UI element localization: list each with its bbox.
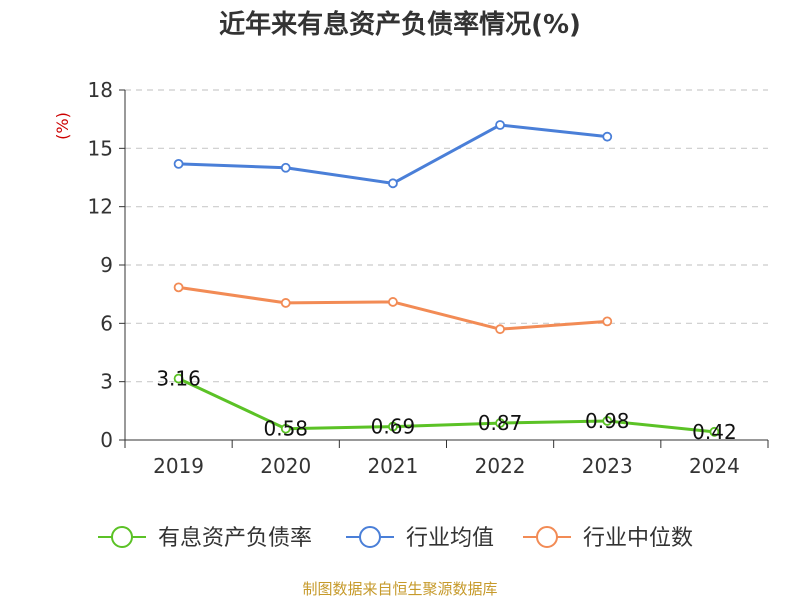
y-tick-label: 12 bbox=[88, 195, 113, 219]
data-point bbox=[173, 158, 184, 169]
legend-item-0: 有息资产负债率 bbox=[98, 526, 312, 551]
grid bbox=[125, 89, 768, 383]
legend-swatch-marker bbox=[359, 526, 381, 548]
chart-title: 近年来有息资产负债率情况(%) bbox=[219, 9, 581, 40]
data-point bbox=[495, 418, 505, 428]
data-label: 0.58 bbox=[263, 417, 308, 441]
data-point bbox=[280, 423, 291, 434]
data-point bbox=[280, 298, 291, 308]
data-point bbox=[173, 373, 184, 384]
data-label: 0.42 bbox=[692, 420, 737, 444]
y-tick-label: 15 bbox=[88, 136, 113, 160]
y-tick-label: 0 bbox=[100, 428, 113, 452]
data-label: 0.87 bbox=[478, 411, 523, 435]
y-tick-label: 18 bbox=[88, 78, 113, 102]
x-tick-label: 2024 bbox=[689, 454, 740, 478]
legend-label: 有息资产负债率 bbox=[158, 526, 312, 551]
data-labels: 3.16 0.58 0.69 0.87 0.98 0.42 bbox=[156, 367, 736, 444]
data-point bbox=[602, 131, 613, 142]
x-tick-label: 2020 bbox=[260, 454, 311, 478]
x-tick-label: 2021 bbox=[367, 454, 418, 478]
y-tick-label: 6 bbox=[100, 311, 113, 335]
legend-item-2: 行业中位数 bbox=[523, 526, 693, 551]
data-point bbox=[280, 162, 291, 173]
series-1 bbox=[173, 120, 613, 189]
legend-swatch-marker bbox=[111, 526, 133, 548]
x-tick-label: 2019 bbox=[153, 454, 204, 478]
data-point bbox=[388, 421, 398, 432]
data-point bbox=[495, 324, 505, 335]
source-note: 制图数据来自恒生聚源数据库 bbox=[302, 580, 497, 598]
data-point bbox=[709, 426, 720, 437]
legend-label: 行业均值 bbox=[406, 526, 494, 551]
x-tick-label: 2022 bbox=[475, 454, 526, 478]
legend-item-1: 行业均值 bbox=[346, 526, 494, 551]
legend-swatch-marker bbox=[536, 526, 558, 548]
data-point bbox=[495, 120, 505, 130]
data-label: 0.69 bbox=[371, 415, 416, 439]
series-2 bbox=[173, 282, 613, 335]
y-axis-label: (%) bbox=[53, 112, 72, 140]
y-tick-label: 9 bbox=[100, 253, 113, 277]
data-label: 3.16 bbox=[156, 367, 201, 391]
legend-label: 行业中位数 bbox=[583, 526, 693, 551]
data-point bbox=[173, 282, 184, 293]
y-tick-label: 3 bbox=[100, 370, 113, 394]
series-line bbox=[178, 123, 608, 185]
data-label: 0.98 bbox=[585, 409, 630, 433]
x-tick-label: 2023 bbox=[582, 454, 633, 478]
data-point bbox=[602, 316, 613, 327]
data-point bbox=[602, 416, 613, 426]
legend: 有息资产负债率 行业均值 行业中位数 bbox=[98, 526, 693, 551]
series bbox=[173, 120, 720, 437]
series-line bbox=[177, 377, 715, 434]
axes: 0 3 6 9 12 15 18 2019 2020 2021 2022 2023 2024 bbox=[88, 78, 769, 478]
data-point bbox=[388, 297, 398, 307]
data-point bbox=[388, 178, 398, 189]
series-0 bbox=[173, 373, 720, 437]
